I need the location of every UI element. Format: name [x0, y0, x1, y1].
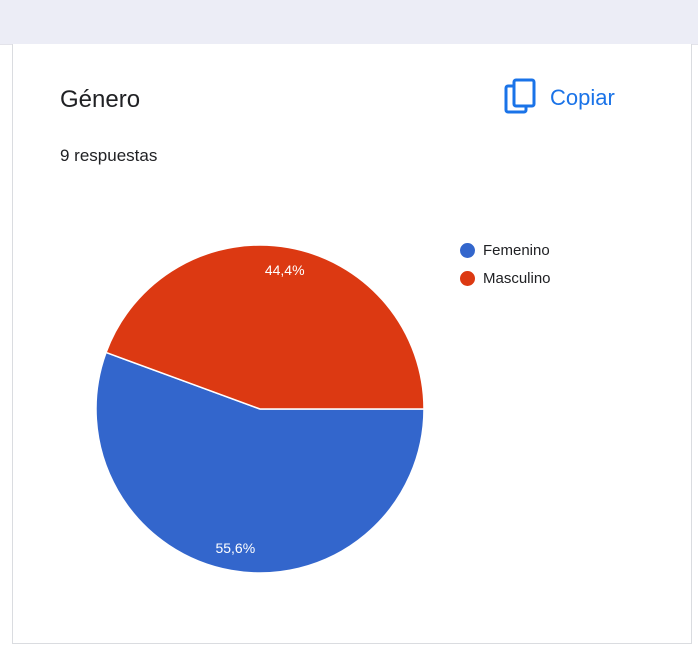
legend-label-masculino: Masculino — [483, 269, 551, 287]
legend-item-masculino[interactable]: Masculino — [460, 264, 551, 292]
response-count: 9 respuestas — [60, 146, 158, 165]
pie-slice-masculino[interactable] — [105, 244, 425, 410]
question-title: Género — [60, 86, 141, 113]
copy-icon — [504, 78, 538, 119]
legend-label-femenino: Femenino — [483, 241, 550, 259]
legend-swatch-femenino — [460, 242, 475, 258]
pie-labels: 55,6% 44,4% — [215, 262, 304, 556]
pie-slice-femenino[interactable] — [95, 351, 425, 574]
pie-slice-label-masculino: 44,4% — [265, 262, 305, 278]
pie-slices — [95, 244, 425, 574]
chart-legend: Femenino Masculino — [460, 236, 551, 292]
legend-item-femenino[interactable]: Femenino — [460, 236, 551, 264]
copy-button[interactable]: Copiar — [504, 78, 615, 118]
legend-swatch-masculino — [460, 270, 475, 286]
copy-button-label: Copiar — [550, 85, 615, 110]
pie-slice-label-femenino: 55,6% — [215, 540, 255, 556]
